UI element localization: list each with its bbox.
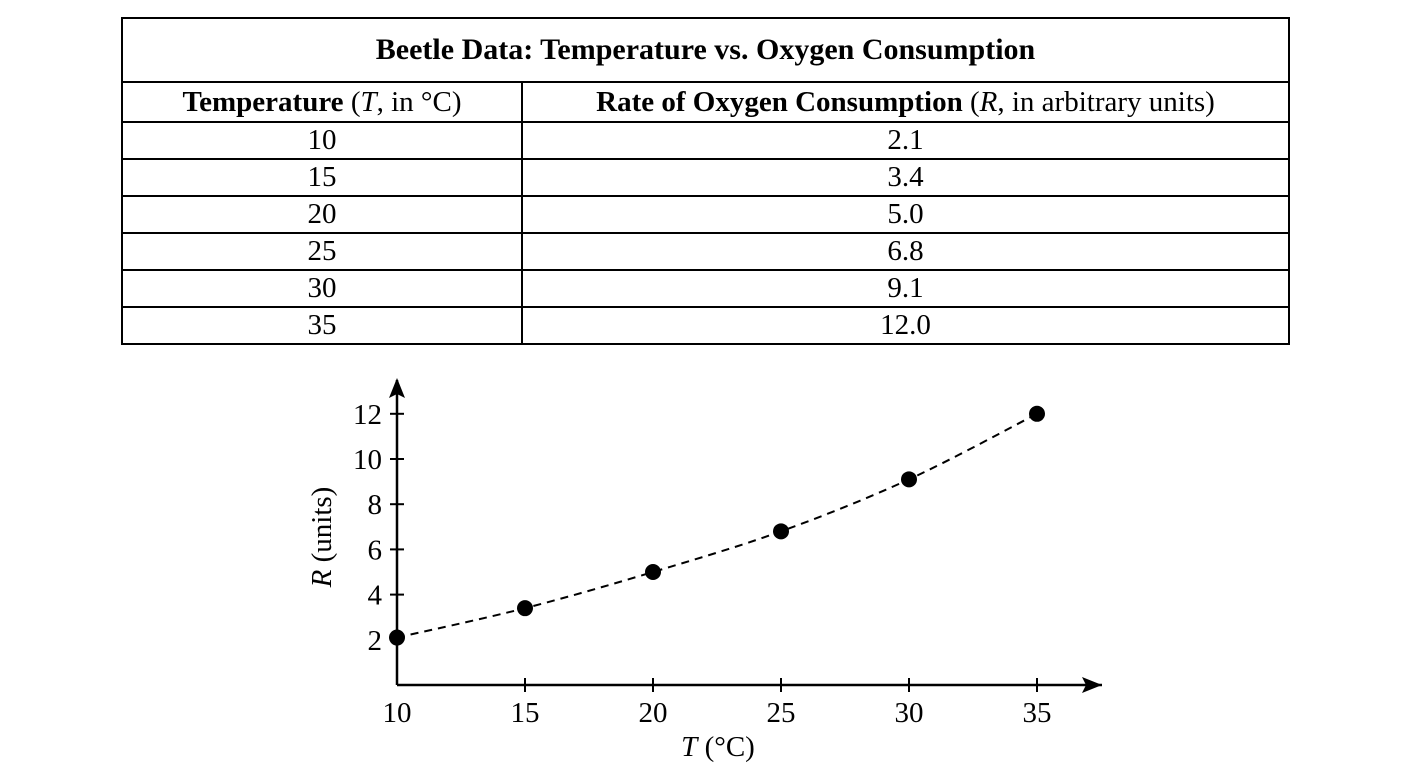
x-tick-label: 30 (895, 697, 924, 729)
data-point (901, 471, 917, 488)
table-title: Beetle Data: Temperature vs. Oxygen Cons… (121, 17, 1290, 83)
rate-cell: 12.0 (521, 306, 1290, 345)
data-point (645, 564, 661, 580)
rate-cell: 2.1 (521, 121, 1290, 160)
temperature-cell: 25 (121, 232, 523, 271)
rate-header-label: Rate of Oxygen Consumption (596, 85, 963, 118)
table-row: 20 5.0 (121, 195, 1290, 234)
data-point (517, 600, 533, 617)
y-axis-arrowhead (389, 378, 405, 398)
rate-cell: 3.4 (521, 158, 1290, 197)
temperature-header-label: Temperature (182, 85, 344, 118)
beetle-data-table: Beetle Data: Temperature vs. Oxygen Cons… (121, 17, 1290, 345)
data-point (389, 629, 405, 646)
x-tick-label: 35 (1023, 697, 1052, 729)
x-tick-label: 15 (511, 697, 540, 729)
table-row: 10 2.1 (121, 121, 1290, 160)
y-ticks: 2 4 6 8 10 12 (353, 399, 404, 657)
rate-cell: 6.8 (521, 232, 1290, 271)
temperature-cell: 15 (121, 158, 523, 197)
temperature-header-open: ( (343, 85, 361, 118)
temperature-header-var: T (360, 85, 377, 118)
y-tick-label: 2 (368, 625, 383, 657)
x-axis-label: T (°C) (681, 731, 755, 763)
rate-cell: 5.0 (521, 195, 1290, 234)
data-point (773, 523, 789, 540)
table-row: 25 6.8 (121, 232, 1290, 271)
x-axis-label-unit: (°C) (697, 731, 755, 763)
y-tick-label: 6 (368, 534, 383, 566)
table-row: 35 12.0 (121, 306, 1290, 345)
x-axis-label-var: T (681, 731, 699, 763)
table-row: 15 3.4 (121, 158, 1290, 197)
temperature-column-header: Temperature (T, in °C) (121, 81, 523, 123)
table-row: 30 9.1 (121, 269, 1290, 308)
y-axis-label: R (units) (306, 487, 338, 589)
trend-line (396, 412, 1038, 639)
rate-cell: 9.1 (521, 269, 1290, 308)
y-tick-label: 4 (368, 580, 383, 612)
y-axis-label-var: R (306, 569, 338, 588)
rate-header-unit: , in arbitrary units) (997, 85, 1215, 118)
temperature-cell: 10 (121, 121, 523, 160)
x-tick-label: 25 (767, 697, 796, 729)
x-axis-arrowhead (1082, 677, 1102, 693)
x-ticks: 10 15 20 25 30 35 (383, 678, 1052, 729)
temperature-cell: 35 (121, 306, 523, 345)
rate-header-var: R (979, 85, 998, 118)
rate-header-open: ( (962, 85, 980, 118)
temperature-cell: 30 (121, 269, 523, 308)
y-tick-label: 8 (368, 489, 383, 521)
temperature-header-unit: , in °C) (376, 85, 462, 118)
data-point (1029, 405, 1045, 422)
x-tick-label: 20 (639, 697, 668, 729)
temperature-cell: 20 (121, 195, 523, 234)
x-tick-label: 10 (383, 697, 412, 729)
y-tick-label: 10 (353, 444, 382, 476)
y-tick-label: 12 (353, 399, 382, 431)
rate-column-header: Rate of Oxygen Consumption (R, in arbitr… (521, 81, 1290, 123)
data-points (389, 405, 1045, 646)
y-axis-label-unit: (units) (306, 487, 338, 570)
